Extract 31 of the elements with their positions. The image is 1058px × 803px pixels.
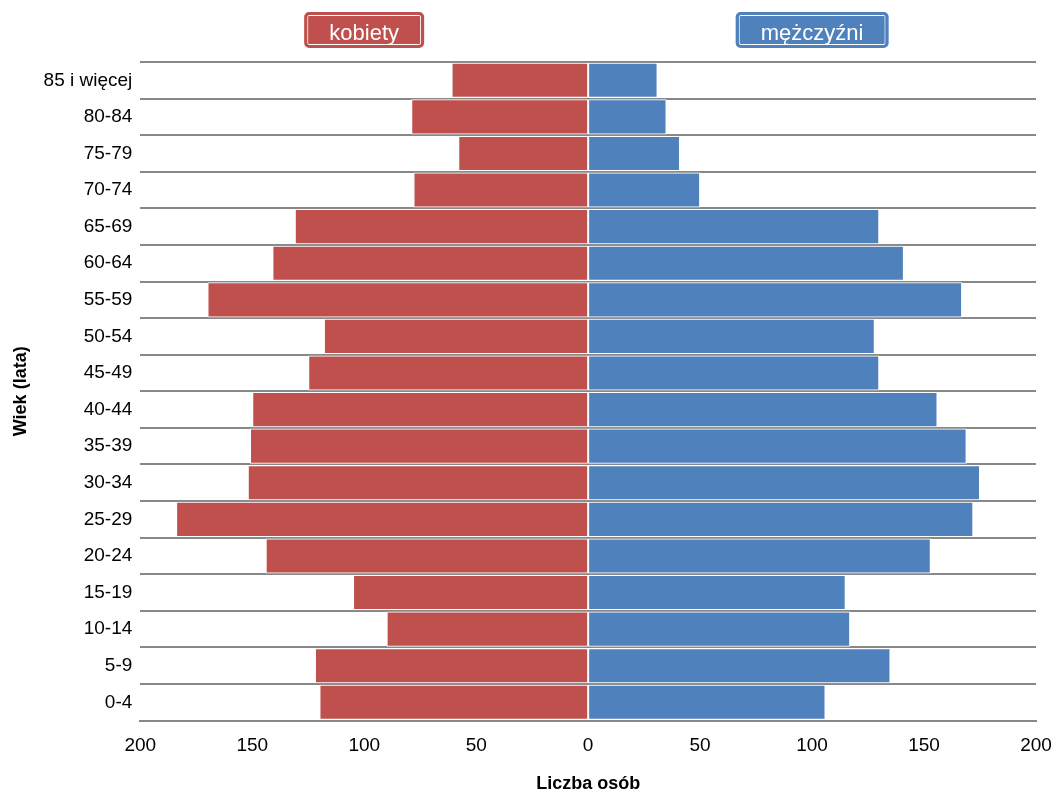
y-tick-label: 0-4 — [104, 690, 133, 712]
y-tick-label: 80-84 — [83, 105, 133, 127]
y-axis-title: Wiek (lata) — [9, 346, 30, 437]
y-tick-label: 65-69 — [83, 214, 133, 236]
x-tick-label: 200 — [124, 734, 157, 756]
x-tick-label: 50 — [689, 734, 711, 756]
x-axis-title: Liczba osób — [536, 773, 641, 794]
y-tick-label: 30-34 — [83, 471, 133, 493]
x-tick-label: 100 — [796, 734, 828, 756]
x-tick-label: 150 — [908, 734, 940, 756]
y-tick-label: 75-79 — [83, 141, 133, 163]
x-tick-label: 150 — [236, 734, 269, 756]
y-tick-label: 70-74 — [83, 178, 133, 200]
y-tick-label: 35-39 — [83, 434, 133, 456]
x-tick-label: 200 — [1020, 734, 1052, 756]
y-tick-label: 15-19 — [83, 580, 133, 602]
y-tick-label: 25-29 — [83, 507, 133, 529]
y-tick-label: 10-14 — [83, 617, 133, 639]
y-tick-label: 45-49 — [83, 361, 133, 383]
text: kobiety — [304, 12, 425, 48]
text: mężczyźni — [735, 12, 889, 48]
y-tick-label: 85 i więcej — [43, 68, 133, 90]
x-tick-label: 100 — [348, 734, 381, 756]
y-tick-label: 40-44 — [83, 397, 133, 419]
x-tick-label: 0 — [582, 734, 594, 756]
y-tick-label: 50-54 — [83, 324, 133, 346]
x-tick-label: 50 — [465, 734, 487, 756]
y-tick-label: 20-24 — [83, 544, 133, 566]
y-tick-label: 5-9 — [104, 653, 133, 675]
y-tick-label: 55-59 — [83, 288, 133, 310]
y-tick-label: 60-64 — [83, 251, 133, 273]
